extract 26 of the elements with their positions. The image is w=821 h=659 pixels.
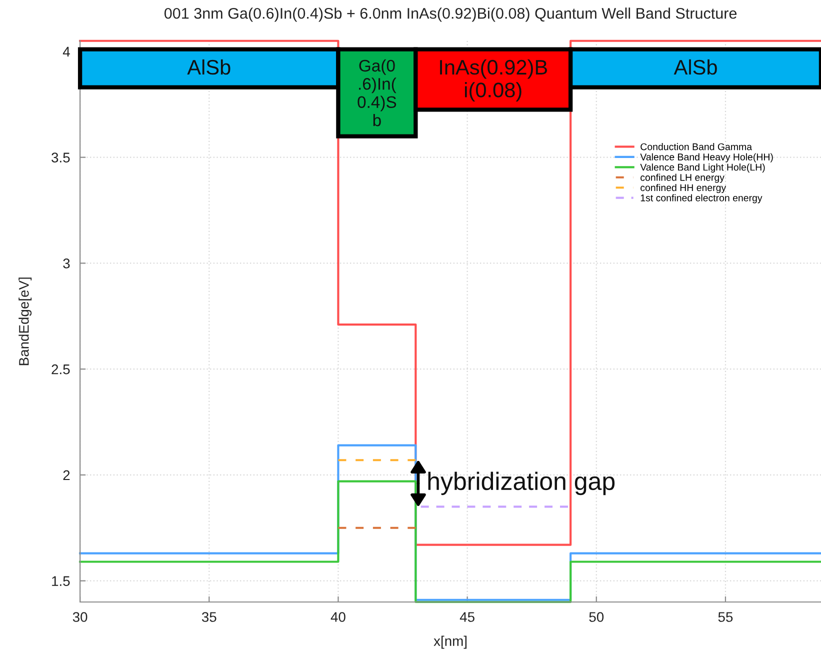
- band-label: InAs(0.92)B i(0.08): [440, 59, 548, 102]
- x-tick-label: 50: [589, 612, 604, 622]
- y-tick-label: 3: [63, 258, 70, 268]
- x-tick-label: 55: [718, 612, 733, 622]
- legend-label: confined LH energy: [640, 174, 724, 183]
- x-tick-label: 45: [460, 612, 474, 622]
- x-tick-label: 35: [202, 612, 216, 622]
- y-tick-label: 3.5: [52, 152, 70, 162]
- band-label: AlSb: [187, 59, 230, 75]
- band-label: Ga(0 .6)In( 0.4)S b: [358, 59, 396, 126]
- legend-label: Valence Band Light Hole(LH): [640, 164, 765, 173]
- y-tick-label: 4: [62, 46, 70, 56]
- y-tick-label: 2.5: [52, 364, 70, 374]
- annotation: hybridization gap: [428, 472, 615, 496]
- x-tick-label: 30: [72, 612, 88, 622]
- legend-label: 1st confined electron energy: [640, 194, 762, 204]
- x-axis-title: x[nm]: [434, 636, 467, 649]
- x-tick-label: 40: [330, 612, 346, 622]
- y-axis-title: BandEdge[eV]: [18, 278, 32, 366]
- legend-label: confined HH energy: [640, 184, 726, 194]
- legend-label: Valence Band Heavy Hole(HH): [640, 153, 773, 162]
- y-tick-label: 2: [63, 470, 70, 480]
- chart-title: 001 3nm Ga(0.6)In(0.4)Sb + 6.0nm InAs(0.92)Bi(0.08) Quantum Well Band Structure: [164, 8, 737, 22]
- y-tick-label: 1.5: [52, 576, 70, 586]
- band-label: AlSb: [674, 59, 717, 75]
- legend-label: Conduction Band Gamma: [640, 143, 752, 150]
